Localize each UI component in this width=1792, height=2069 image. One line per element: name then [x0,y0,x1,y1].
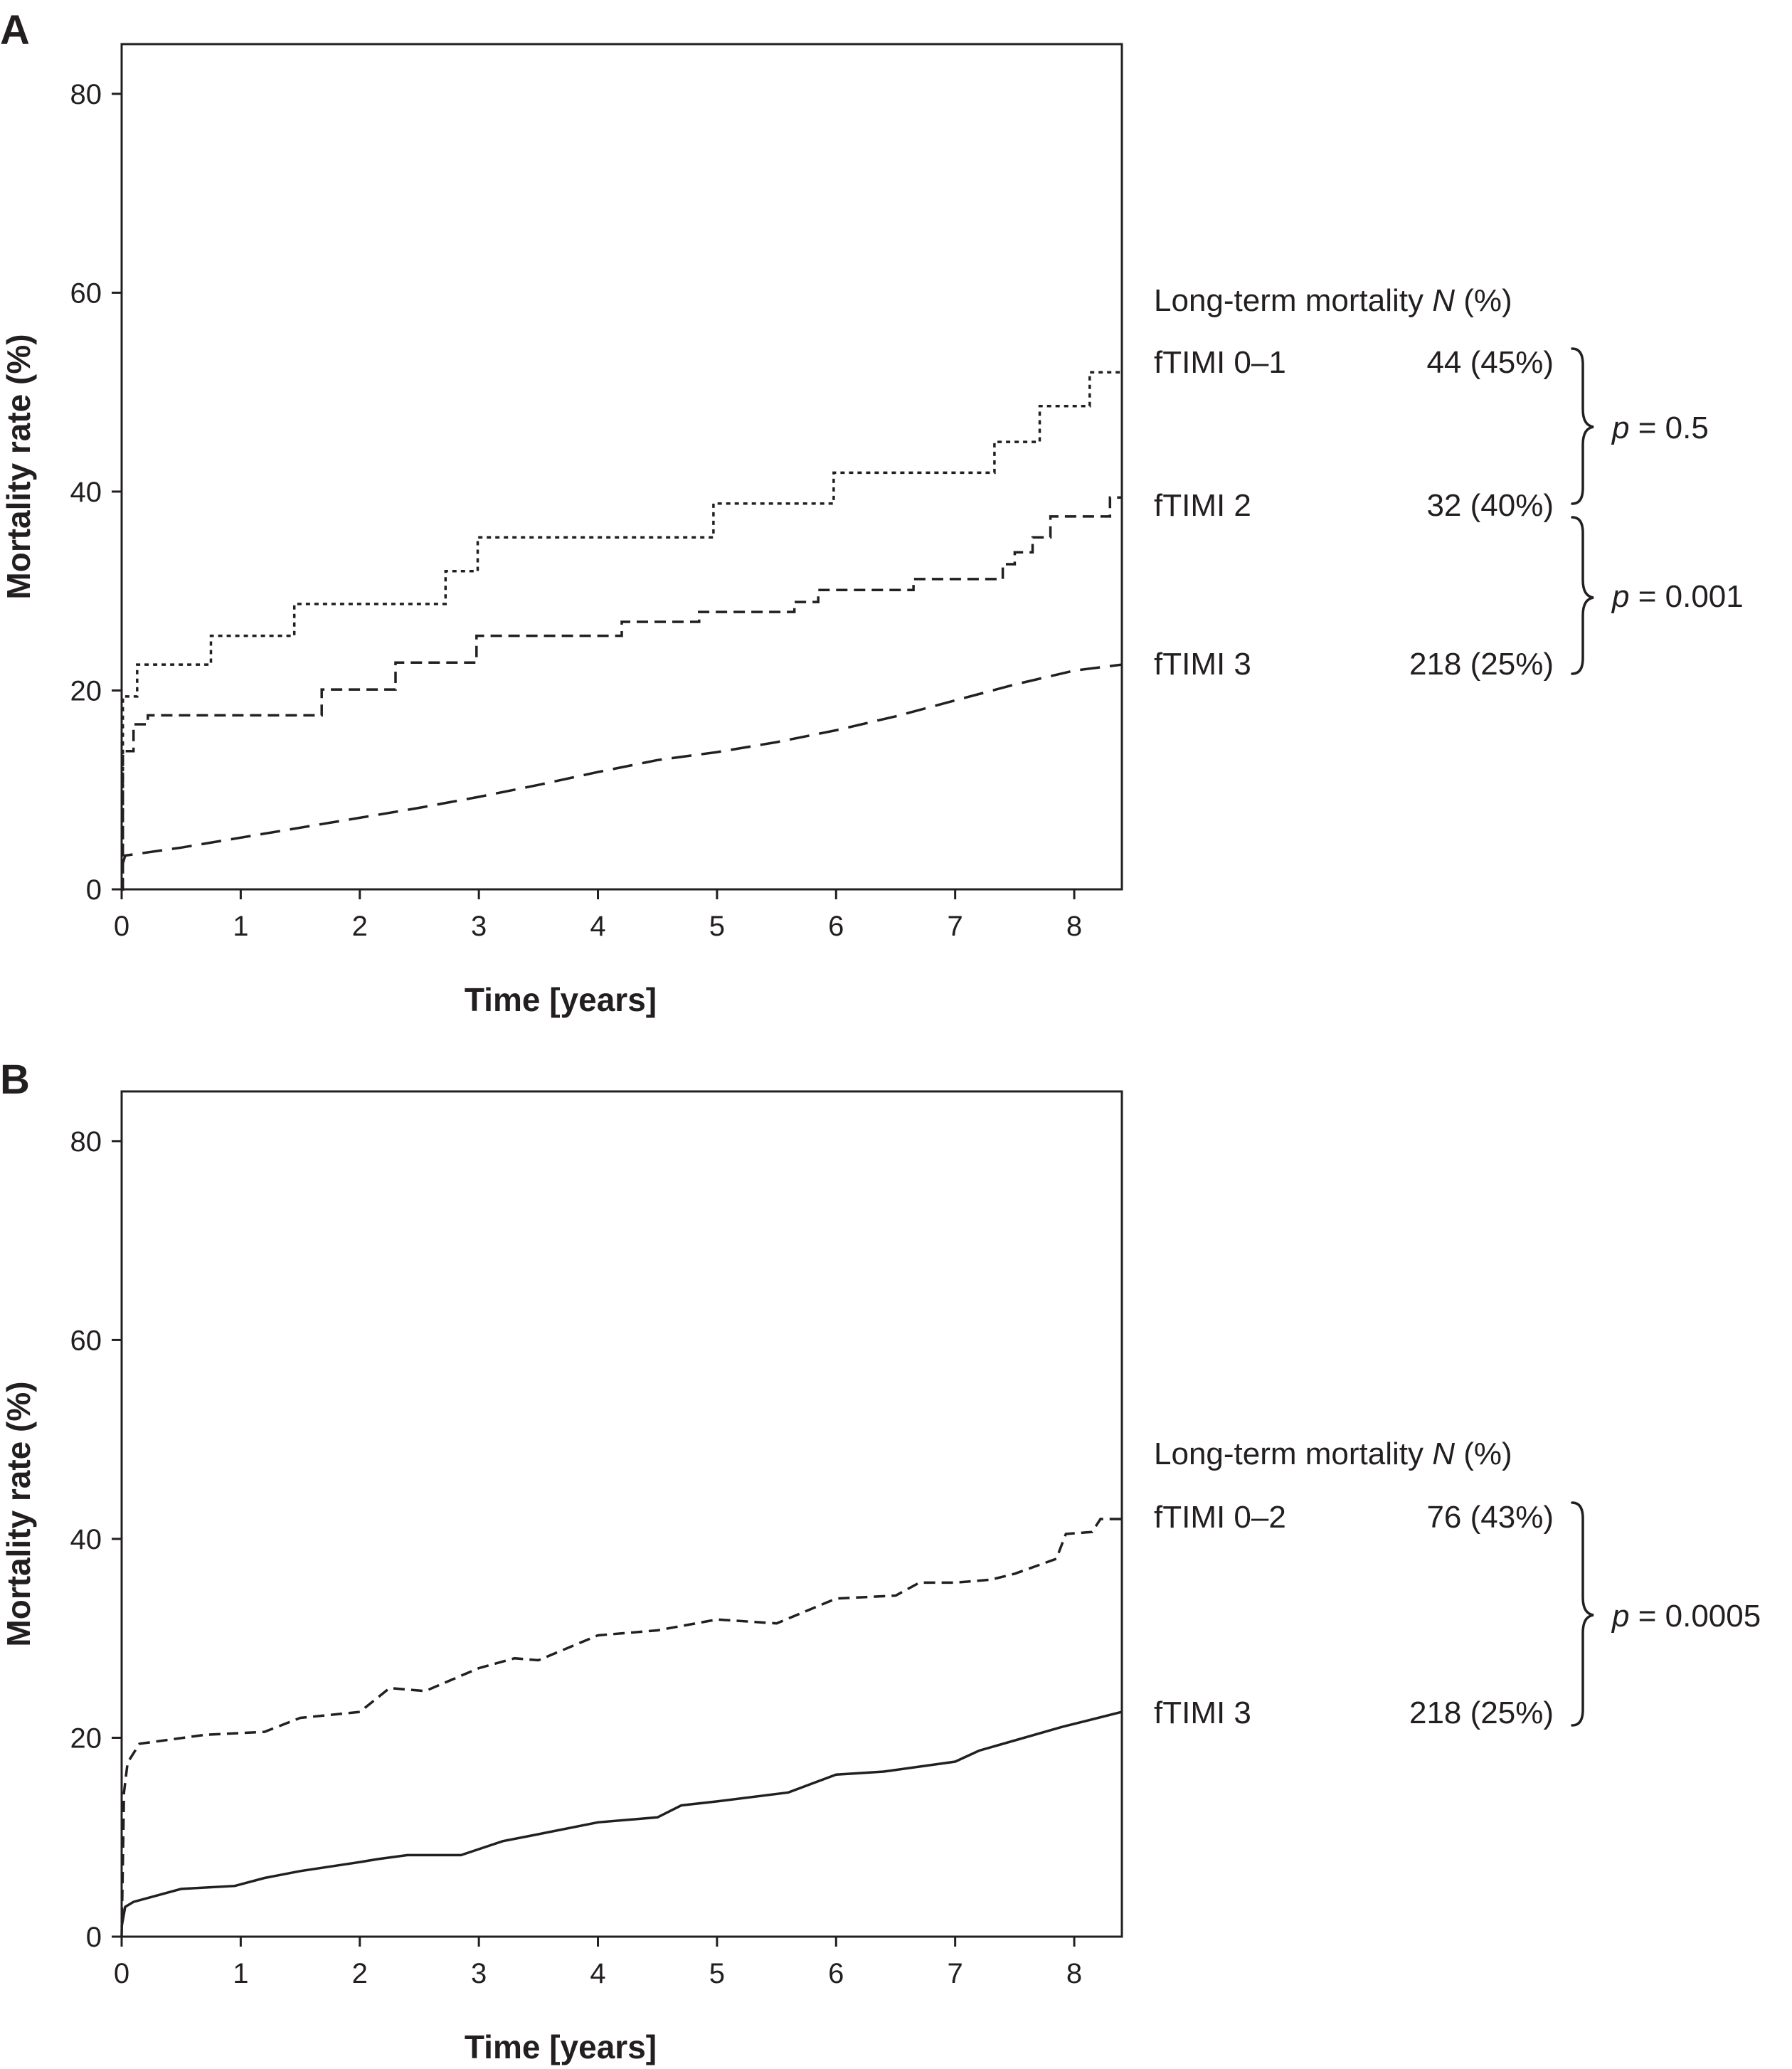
panel-a-series-line-ftimi-2 [121,496,1122,891]
panel-b-y-tick-label-80: 80 [70,1126,102,1158]
panel-a-legend-value-ftimi-2: 32 (40%) [1426,488,1554,523]
panel-a-brace-lower [1571,516,1594,675]
panel-a-y-tick-label-40: 40 [70,477,102,508]
panel-a-series-line-ftimi-0-1 [121,371,1122,891]
panel-a-x-tick-label-1: 1 [233,911,248,942]
panel-a-y-tick-label-80: 80 [70,79,102,110]
panel-a-p-value-lower: p = 0.001 [1611,579,1744,614]
panel-b-series-line-ftimi-3 [120,1710,1123,1927]
panel-a-series-line-ftimi-3 [120,663,1123,868]
panel-b-x-tick-label-4: 4 [590,1958,605,1989]
panel-a-x-tick-label-5: 5 [709,911,725,942]
panel-a-x-tick-label-0: 0 [114,911,129,942]
panel-b-x-tick-label-0: 0 [114,1958,129,1989]
panel-b-legend-name-ftimi-0-2: fTIMI 0–2 [1154,1500,1286,1535]
panel-a-x-tick-label-8: 8 [1066,911,1082,942]
panel-b-x-tick-label-6: 6 [828,1958,844,1989]
panel-a-x-tick-label-3: 3 [471,911,487,942]
panel-a-label: A [0,7,30,53]
panel-b-curves [120,1518,1123,1937]
panel-a-x-tick-label-6: 6 [828,911,844,942]
panel-a-legend-value-ftimi-0-1: 44 (45%) [1426,345,1554,380]
panel-b-y-tick-label-0: 0 [86,1922,102,1953]
panel-a-legend-name-ftimi-3: fTIMI 3 [1154,647,1251,682]
panel-b-x-tick-label-1: 1 [233,1958,248,1989]
panel-b-x-tick-label-7: 7 [948,1958,963,1989]
panel-a-plot-frame [120,43,1123,891]
panel-b-x-axis-title: Time [years] [465,2028,657,2065]
panel-a-x-axis-title: Time [years] [465,981,657,1018]
panel-b-x-tick-label-2: 2 [352,1958,368,1989]
panel-b-x-tick-label-5: 5 [709,1958,725,1989]
panel-b-label: B [0,1057,30,1103]
panel-a-x-tick-label-7: 7 [948,911,963,942]
panel-a-legend-name-ftimi-2: fTIMI 2 [1154,488,1251,523]
panel-b-y-tick-label-40: 40 [70,1524,102,1555]
panel-a-brace-upper [1571,347,1594,505]
panel-a-legend-name-ftimi-0-1: fTIMI 0–1 [1154,345,1286,380]
panel-a-y-tick-label-20: 20 [70,675,102,707]
panel-a-y-tick-label-0: 0 [86,874,102,906]
panel-b-legend-value-ftimi-0-2: 76 (43%) [1426,1500,1554,1535]
panel-b-p-value: p = 0.0005 [1611,1599,1761,1634]
panel-b-y-tick-label-20: 20 [70,1723,102,1754]
panel-b-y-tick-label-60: 60 [70,1325,102,1356]
panel-b-x-tick-label-3: 3 [471,1958,487,1989]
panel-a-p-value-upper: p = 0.5 [1611,411,1709,445]
panel-b-series-line-ftimi-0-2 [120,1518,1122,1937]
panel-a-legend-title: Long-term mortality N (%) [1154,283,1512,318]
panel-b-brace [1571,1501,1594,1727]
panel-a-x-tick-label-4: 4 [590,911,605,942]
panel-a-curves [120,371,1123,891]
panel-b-legend-value-ftimi-3: 218 (25%) [1409,1695,1554,1730]
panel-b-legend-name-ftimi-3: fTIMI 3 [1154,1695,1251,1730]
panel-a-y-axis-title: Mortality rate (%) [0,334,37,599]
panel-a-legend-value-ftimi-3: 218 (25%) [1409,647,1554,682]
panel-a-y-tick-label-60: 60 [70,277,102,309]
panel-b-legend-title: Long-term mortality N (%) [1154,1436,1512,1471]
panel-a-x-tick-label-2: 2 [352,911,368,942]
panel-b-plot-frame [120,1090,1123,1938]
panel-b-x-tick-label-8: 8 [1066,1958,1082,1989]
panel-b-y-axis-title: Mortality rate (%) [0,1381,37,1646]
